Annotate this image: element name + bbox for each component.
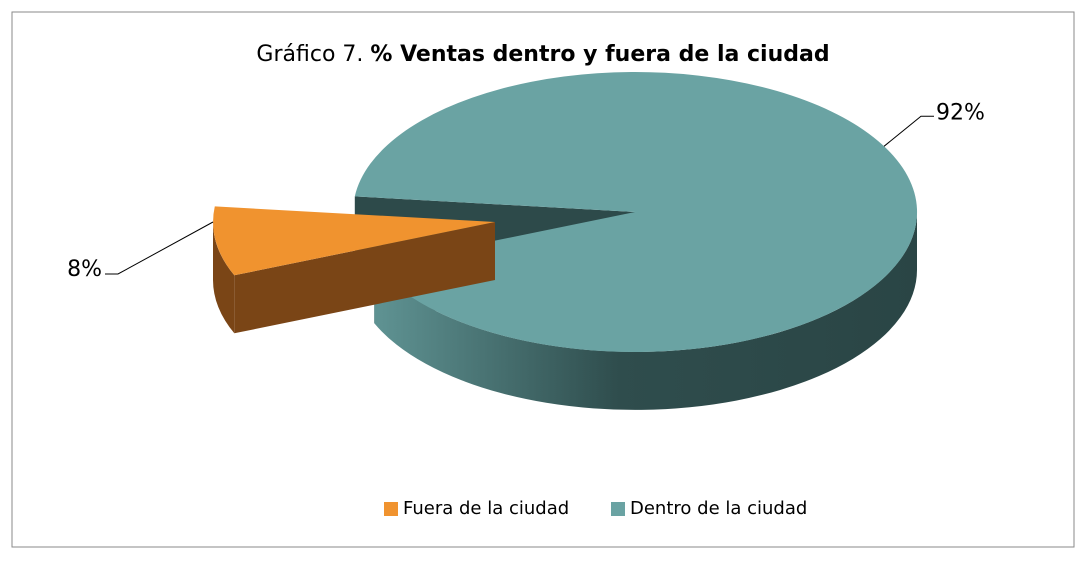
legend-swatch <box>611 502 625 516</box>
labels: 8% 92% <box>67 100 985 282</box>
title-prefix: Gráfico 7. <box>256 42 363 67</box>
legend-label: Fuera de la ciudad <box>403 498 569 519</box>
slice-side <box>374 212 917 410</box>
pie <box>213 71 918 410</box>
legend-label: Dentro de la ciudad <box>630 498 807 519</box>
slice <box>354 71 918 352</box>
legend-swatch <box>384 502 398 516</box>
data-label: 8% <box>67 257 102 282</box>
leader-line <box>105 221 214 275</box>
slice <box>213 206 495 276</box>
data-label: 92% <box>936 100 985 125</box>
leader-line <box>883 115 934 147</box>
title-main: % Ventas dentro y fuera de la ciudad <box>370 42 829 67</box>
chart-title: Gráfico 7. % Ventas dentro y fuera de la… <box>256 42 829 67</box>
slice-side <box>213 222 235 334</box>
slice-face <box>234 222 496 334</box>
legend: Fuera de la ciudad Dentro de la ciudad <box>384 498 807 519</box>
